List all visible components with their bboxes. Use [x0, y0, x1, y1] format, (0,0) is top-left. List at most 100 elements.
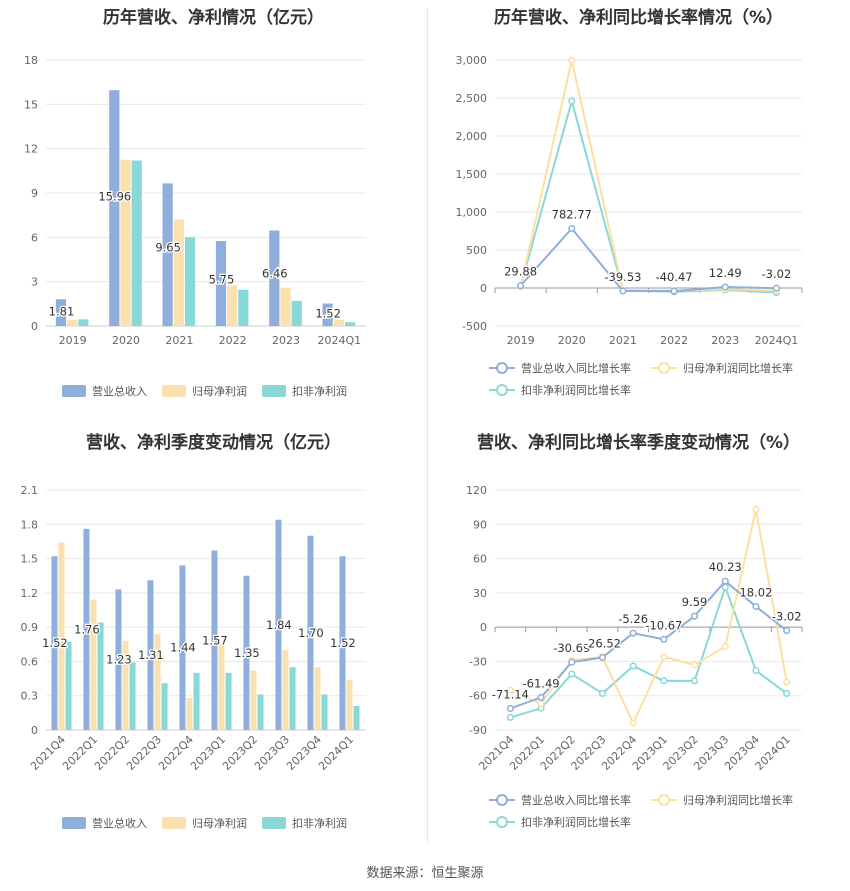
- data-label: 1.57: [202, 633, 228, 647]
- y-tick-label: 6: [31, 231, 38, 244]
- series-point: [629, 719, 637, 727]
- bar: [250, 670, 257, 730]
- series-point: [506, 686, 514, 694]
- x-tick-label: 2024Q1: [316, 733, 356, 773]
- y-tick-label: -90: [469, 724, 487, 737]
- y-tick-label: 2.1: [21, 484, 39, 497]
- legend-swatch: [262, 817, 286, 829]
- data-label: -30.69: [553, 641, 590, 655]
- data-label: 15.96: [98, 189, 131, 203]
- y-tick-label: 60: [473, 553, 487, 566]
- y-tick-label: 30: [473, 587, 487, 600]
- legend-label: 扣非净利润: [292, 816, 347, 830]
- legend-label: 营业总收入同比增长率: [521, 361, 631, 375]
- quarterly-growth-rate-chart: 营收、净利同比增长率季度变动情况（%） -90 -60 -30 0 30 60 90 120-…: [427, 425, 850, 845]
- bar: [243, 575, 250, 730]
- bar: [269, 230, 280, 326]
- legend-label: 扣非净利润同比增长率: [521, 383, 631, 397]
- annual-line-chart-svg: -500 0 500 1,000 1,500 2,000 2,500 3,000 29.88 78…: [456, 54, 803, 397]
- bar: [129, 662, 136, 730]
- bar: [51, 556, 58, 730]
- legend-marker: [496, 384, 508, 396]
- legend-marker: [496, 816, 508, 828]
- series-point: [568, 224, 576, 233]
- series-point: [568, 670, 576, 678]
- series-point: [772, 284, 780, 292]
- y-tick-label: 120: [466, 484, 487, 497]
- legend-marker: [658, 794, 670, 806]
- series-point: [537, 693, 545, 701]
- bar: [353, 706, 360, 730]
- legend-label: 归母净利润同比增长率: [683, 793, 793, 807]
- y-tick-label: 1.8: [21, 518, 39, 531]
- bar: [109, 90, 120, 326]
- series-point: [517, 282, 525, 290]
- series-point: [506, 704, 514, 712]
- legend-swatch: [262, 385, 286, 397]
- bar: [280, 287, 291, 326]
- annual-bar-chart-svg: 0 3 6 9 12 15 18 1.81 15.96 9.65 5.75 6.46 1.52 2019 2…: [24, 54, 366, 398]
- y-tick-label: 1,000: [456, 206, 488, 219]
- y-tick-label: 1.2: [21, 587, 39, 600]
- bar: [227, 285, 238, 326]
- data-label: 1.44: [170, 641, 196, 655]
- bar: [257, 694, 264, 730]
- legend-swatch: [62, 817, 86, 829]
- series-point: [568, 56, 576, 64]
- data-label: 782.77: [552, 208, 592, 222]
- y-tick-label: 0: [480, 282, 487, 295]
- bar: [162, 183, 173, 326]
- series-point: [660, 635, 668, 643]
- bar: [147, 580, 154, 730]
- series-line: [510, 579, 788, 710]
- data-label: 1.52: [315, 307, 341, 321]
- bar: [78, 319, 89, 326]
- series-point: [752, 505, 760, 513]
- legend-label: 扣非净利润: [292, 384, 347, 398]
- bar: [193, 672, 200, 730]
- series-point: [568, 658, 576, 666]
- bar: [55, 299, 67, 326]
- data-label: -3.02: [762, 267, 792, 281]
- bar: [90, 599, 97, 730]
- series-point: [752, 602, 760, 611]
- data-label: -3.02: [772, 610, 802, 624]
- series-point: [598, 653, 606, 662]
- bar: [161, 683, 168, 730]
- bar: [131, 160, 142, 326]
- series-point: [660, 653, 668, 661]
- bar: [173, 219, 184, 326]
- data-label: 1.76: [74, 622, 100, 636]
- y-tick-label: 0: [480, 621, 487, 634]
- y-tick-label: 12: [24, 143, 38, 156]
- legend-label: 归母净利润同比增长率: [683, 361, 793, 375]
- series-point: [721, 283, 729, 291]
- series-point: [783, 627, 791, 635]
- data-label: 1.52: [330, 636, 356, 650]
- chart-title: 历年营收、净利同比增长率情况（%）: [493, 8, 784, 28]
- y-tick-label: 15: [24, 98, 38, 111]
- bar: [307, 535, 314, 730]
- y-tick-label: 1.5: [21, 553, 39, 566]
- series-point: [506, 713, 514, 721]
- x-tick-label: 2024Q1: [318, 334, 362, 347]
- bar: [218, 643, 225, 730]
- quarterly-line-chart-svg: -90 -60 -30 0 30 60 90 120 -71.14-61.49 -30.69-26…: [466, 484, 803, 829]
- bar: [321, 694, 328, 730]
- data-label: -61.49: [523, 676, 560, 690]
- series-point: [783, 678, 791, 686]
- y-tick-label: 3: [31, 276, 38, 289]
- y-tick-label: 0: [31, 724, 38, 737]
- x-tick-label: 2022: [219, 334, 247, 347]
- y-tick-label: 0.6: [21, 655, 39, 668]
- data-label: 29.88: [504, 265, 537, 279]
- legend-swatch: [162, 385, 186, 397]
- data-label: 6.46: [262, 266, 288, 280]
- bar: [289, 667, 296, 730]
- x-tick-label: 2023: [272, 334, 300, 347]
- bar: [122, 640, 129, 730]
- y-tick-label: -30: [469, 655, 487, 668]
- legend-label: 扣非净利润同比增长率: [521, 815, 631, 829]
- data-label: 1.81: [49, 304, 75, 318]
- x-tick-label: 2022: [660, 334, 688, 347]
